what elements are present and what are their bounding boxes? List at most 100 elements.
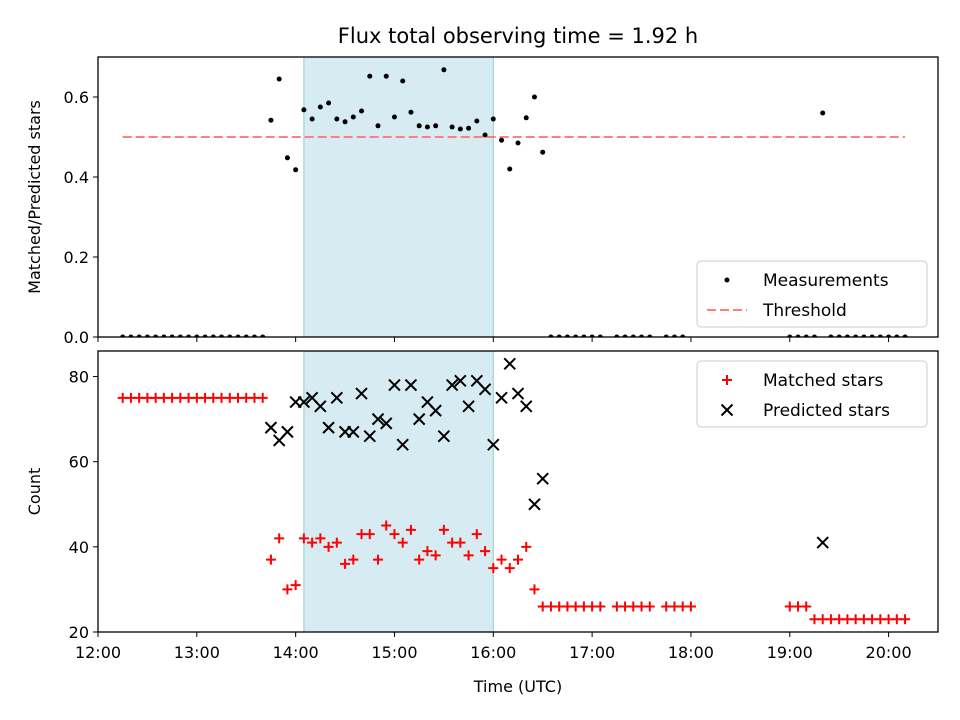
legend-box [696,260,928,328]
predicted-stars-point [314,400,327,413]
legend-label: Threshold [762,301,847,321]
axes-frame [97,350,939,633]
matched-stars-point [644,601,655,612]
x-tick-label: 18:00 [668,643,714,662]
y-axis-label: Matched/Predicted stars [25,100,44,294]
y-tick-label: 40 [69,538,89,557]
measurement-point [515,140,521,146]
legend-label: Predicted stars [763,401,890,421]
bottom-panel: 20 40 60 80 12:00 13:00 14:00 15:00 16:00 17:00 18… [25,350,939,696]
matched-stars-point [521,541,532,552]
axes-frame [97,56,939,338]
matched-stars-point [422,546,433,557]
matched-stars-point [529,584,540,595]
y-tick-label: 20 [69,623,89,642]
predicted-stars-point [536,472,549,485]
matched-stars-point [265,554,276,565]
x-tick-label: 17:00 [569,643,615,662]
measurement-point [375,123,381,129]
y-tick-label: 0.6 [64,88,89,107]
measurement-point [359,108,365,114]
measurement-point [317,104,323,110]
predicted-stars-point [816,536,829,549]
y-tick-label: 0.0 [64,328,89,347]
matched-stars-point [364,529,375,540]
measurement-point [433,123,439,129]
y-tick-label: 80 [69,368,89,387]
matched-stars-point [496,554,507,565]
matched-stars-point [315,533,326,544]
measurement-point [820,110,826,116]
measurement-point [301,107,307,113]
measurement-point [441,67,447,73]
measurement-point [523,115,529,121]
matched-stars-point [488,563,499,574]
predicted-stars-point [297,395,311,409]
legend-predicted-swatch [720,403,734,417]
matched-stars-point [463,550,474,561]
predicted-stars-point [503,357,516,370]
predicted-stars-point [330,391,344,405]
predicted-stars-point [388,378,401,392]
legend: Measurements Threshold [696,260,928,328]
x-tick-label: 16:00 [470,643,516,662]
matched-stars-point [323,541,334,552]
measurement-point [367,73,373,79]
matched-stars-point [685,601,696,612]
predicted-stars-point [520,400,533,413]
matched-stars-point [282,584,293,595]
matched-stars-point [405,524,416,535]
measurement-point [391,114,397,120]
measurement-point [408,109,414,115]
measurement-point [424,124,430,130]
measurement-point [482,132,488,138]
matched-stars-point [480,546,491,557]
matched-stars-point [595,601,606,612]
matched-stars-point [331,537,342,548]
observing-window-shading [303,56,494,338]
legend-matched-swatch [722,375,732,385]
legend: Matched stars Predicted stars [696,360,928,428]
matched-stars-point [513,554,523,565]
legend-label: Matched stars [763,371,883,391]
x-tick-label: 13:00 [174,643,220,662]
matched-stars-point [307,537,318,548]
measurement-point [540,149,546,155]
matched-stars-point [373,554,383,565]
matched-stars-point [397,537,408,548]
matched-stars-point [348,554,359,565]
predicted-stars-point [412,412,426,426]
measurement-point [268,117,274,123]
data-points [117,357,911,625]
predicted-stars-point [528,498,541,511]
predicted-stars-point [511,387,525,400]
x-tick-label: 20:00 [866,643,912,662]
matched-stars-point [274,533,285,544]
predicted-stars-point [322,421,335,434]
predicted-stars-point [404,378,418,392]
predicted-stars-point [487,438,500,451]
predicted-stars-point [355,387,368,400]
matched-stars-point [340,558,351,569]
legend-box [696,360,928,428]
measurement-point [383,73,389,79]
matched-stars-point [504,563,515,574]
measurement-point [342,119,348,125]
measurement-point [400,78,406,84]
measurement-point [334,116,340,122]
predicted-stars-point [445,378,459,392]
predicted-stars-point [454,374,467,388]
y-tick-label: 60 [69,453,89,472]
matched-stars-point [430,550,441,561]
matched-stars-point [455,537,466,548]
measurement-point [326,100,332,106]
measurement-point [499,137,505,143]
x-tick-label: 12:00 [75,643,121,662]
matched-stars-point [414,554,425,565]
measurement-point [416,123,422,129]
predicted-stars-point [462,400,475,413]
measurement-point [276,76,282,82]
legend-label: Measurements [763,271,889,291]
predicted-stars-point [478,383,492,396]
